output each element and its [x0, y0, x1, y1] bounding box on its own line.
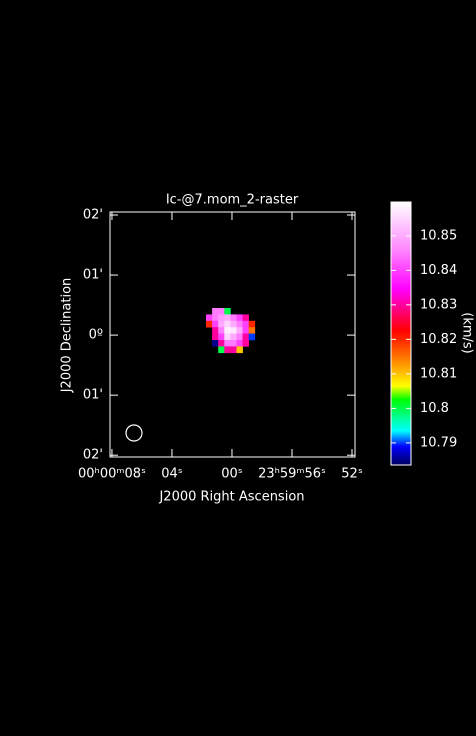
- x-tick-label: 00ˢ: [221, 467, 243, 482]
- pixel: [224, 320, 231, 328]
- pixel: [224, 333, 231, 341]
- pixel: [224, 308, 231, 315]
- pixel: [218, 333, 225, 341]
- pixel: [218, 340, 225, 347]
- chart-title: Ic-@7.mom_2-raster: [166, 193, 299, 208]
- pixel: [218, 308, 225, 315]
- colorbar-tick-label: 10.8: [420, 401, 449, 416]
- pixel: [248, 327, 256, 334]
- pixel: [236, 346, 243, 354]
- x-tick-label: 00ʰ00ᵐ08ˢ: [78, 467, 146, 482]
- x-tick-label: 52ˢ: [341, 467, 363, 482]
- plot-frame: [109, 211, 356, 458]
- pixel: [212, 314, 219, 322]
- pixel: [236, 320, 243, 328]
- y-tick-label: 02': [83, 448, 103, 463]
- pixel: [212, 327, 219, 334]
- pixel: [230, 340, 237, 347]
- colorbar: [390, 201, 412, 466]
- x-axis-label: J2000 Right Ascension: [158, 490, 304, 505]
- pixel: [218, 320, 225, 328]
- pixel: [230, 314, 237, 322]
- pixel: [224, 340, 231, 347]
- colorbar-label: (km/s): [460, 312, 475, 354]
- pixel: [242, 314, 249, 322]
- x-tick-label: 23ʰ59ᵐ56ˢ: [258, 467, 326, 482]
- pixel: [236, 340, 243, 347]
- pixel: [212, 333, 219, 341]
- pixel: [236, 314, 243, 322]
- pixel: [230, 320, 237, 328]
- y-axis-label: J2000 Declination: [60, 278, 75, 394]
- pixel: [242, 333, 249, 341]
- pixel: [224, 346, 231, 354]
- pixel: [224, 327, 231, 334]
- y-tick-label: 01': [83, 268, 103, 283]
- pixel: [218, 346, 225, 354]
- y-tick-label: 0º: [89, 328, 103, 343]
- x-tick-label: 04ˢ: [161, 467, 183, 482]
- pixel: [212, 308, 219, 315]
- pixel: [206, 320, 213, 328]
- pixel: [230, 333, 237, 341]
- pixel: [212, 320, 219, 328]
- pixel: [248, 333, 256, 341]
- pixel: [242, 320, 249, 328]
- pixel: [236, 333, 243, 341]
- pixel: [230, 327, 237, 334]
- pixel: [236, 327, 243, 334]
- pixel: [206, 314, 213, 322]
- pixel: [242, 340, 249, 347]
- y-tick-label: 02': [83, 208, 103, 223]
- pixel: [248, 320, 256, 328]
- colorbar-tick-label: 10.83: [420, 297, 457, 312]
- pixel: [230, 346, 237, 354]
- pixel: [218, 314, 225, 322]
- pixel: [212, 340, 219, 347]
- y-tick-label: 01': [83, 388, 103, 403]
- colorbar-tick-label: 10.84: [420, 263, 457, 278]
- colorbar-tick-label: 10.81: [420, 366, 457, 381]
- pixel: [242, 327, 249, 334]
- colorbar-tick-label: 10.82: [420, 332, 457, 347]
- colorbar-tick-label: 10.85: [420, 228, 457, 243]
- colorbar-tick-label: 10.79: [420, 435, 457, 450]
- beam: [125, 424, 143, 442]
- pixel: [218, 327, 225, 334]
- pixel: [224, 314, 231, 322]
